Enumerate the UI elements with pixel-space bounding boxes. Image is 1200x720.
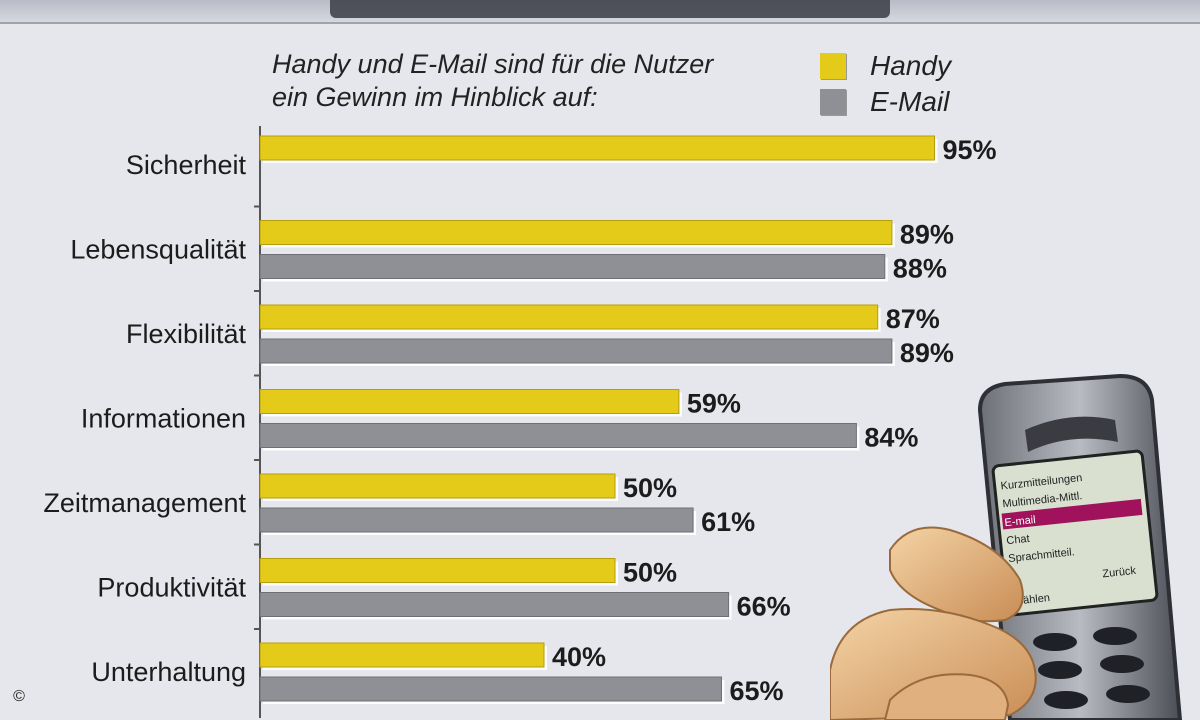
category-label: Unterhaltung [91,657,246,687]
title-banner-fragment [330,0,890,18]
bar-handy [259,642,545,668]
phone-earpiece [1025,416,1118,452]
value-label: 50% [623,473,677,503]
bar-email [259,676,722,702]
value-label: 95% [943,135,997,165]
copyright-mark: © [13,688,25,705]
value-label: 84% [864,423,918,453]
bar-email [259,254,886,279]
bar-email [259,592,730,617]
legend-item-handy: Handy [820,48,951,84]
category-label: Sicherheit [126,150,247,180]
legend-swatch-handy [820,53,846,79]
legend: Handy E-Mail [820,48,951,120]
bar-handy [259,389,680,414]
phone-keypad [1033,627,1150,709]
category-label: Flexibilität [126,319,247,349]
bar-handy [259,135,935,161]
value-label: 65% [730,676,784,706]
value-label: 40% [552,642,606,672]
value-label: 89% [900,338,954,368]
phone-menu-item: Chat [1006,533,1030,547]
bar-email [259,507,694,533]
value-label: 87% [886,304,940,334]
phone-screen [991,449,1159,617]
bar-handy [259,220,893,245]
value-label: 89% [900,220,954,250]
bar-handy [259,304,879,330]
phone-menu-item-selected: E-mail [1004,514,1036,529]
hand-thumb [889,526,1024,623]
category-label: Zeitmanagement [43,488,246,518]
phone-menu-highlight [1001,498,1143,530]
chart-subtitle: Handy und E-Mail sind für die Nutzer ein… [272,49,714,112]
value-label: 66% [737,592,791,622]
value-label: 50% [623,558,677,588]
legend-label-handy: Handy [870,50,951,81]
phone-in-hand-illustration: Kurzmitteilungen Multimedia-Mittl. E-mai… [830,373,1183,720]
legend-label-email: E-Mail [870,86,950,117]
category-label: Informationen [81,404,246,434]
category-label: Lebensqualität [70,235,246,265]
phone-softkey-right: Zurück [1102,565,1137,581]
hand-finger-lower [883,673,1010,720]
value-label: 59% [687,389,741,419]
category-label: Produktivität [97,573,246,603]
legend-swatch-email [820,89,846,115]
legend-item-email: E-Mail [820,84,951,120]
value-label: 61% [701,507,755,537]
bar-handy [259,558,616,583]
bar-email [259,338,893,364]
bar-handy [259,473,616,499]
value-label: 88% [893,254,947,284]
bar-email [259,423,857,448]
